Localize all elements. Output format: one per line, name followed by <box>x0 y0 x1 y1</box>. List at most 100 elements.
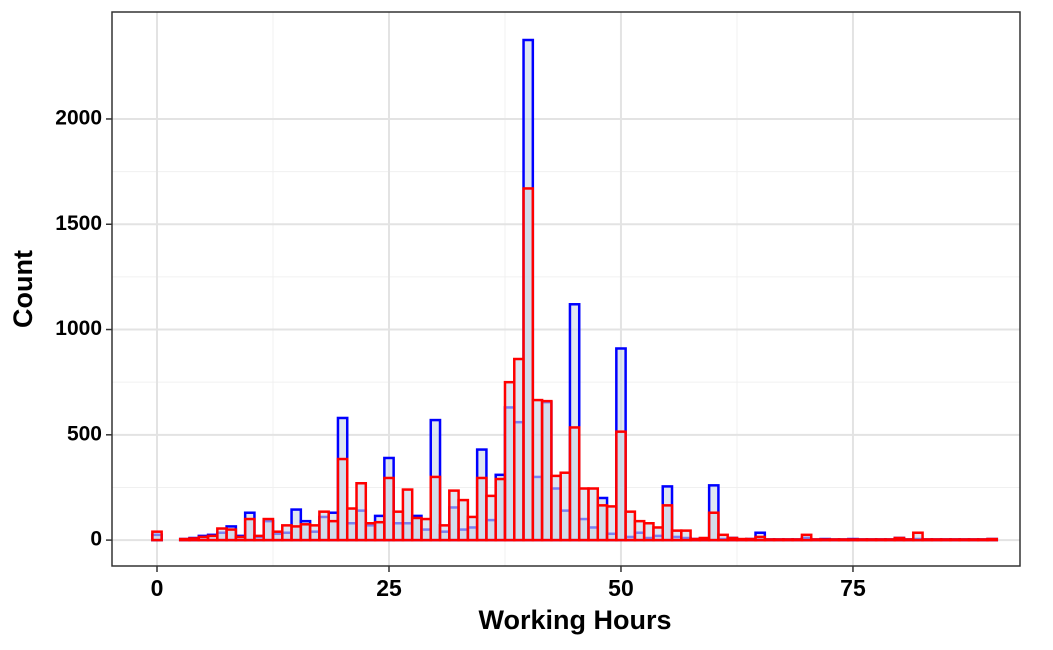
bar <box>652 526 664 542</box>
bar <box>615 430 627 542</box>
bar <box>494 477 507 542</box>
bar <box>513 357 525 542</box>
bar <box>568 426 581 542</box>
bar <box>364 522 377 542</box>
bar <box>429 475 442 542</box>
bar <box>912 531 924 542</box>
bar <box>642 522 655 542</box>
bar <box>281 524 293 542</box>
bar <box>318 510 330 542</box>
bar <box>902 538 915 542</box>
bar <box>772 538 785 542</box>
bar <box>949 538 961 542</box>
bar <box>253 534 265 542</box>
bar <box>234 535 247 542</box>
bar <box>243 517 256 542</box>
bar <box>420 517 433 542</box>
bar <box>197 535 210 542</box>
bar <box>782 538 794 542</box>
bar <box>299 523 312 542</box>
bar <box>392 510 405 542</box>
bar <box>661 504 674 542</box>
bar <box>438 524 451 542</box>
plot-border <box>111 11 1021 567</box>
bar <box>828 538 841 542</box>
bar <box>819 538 832 542</box>
bar <box>717 533 729 542</box>
y-axis-title: Count <box>8 250 38 328</box>
bar <box>327 519 340 542</box>
bar <box>290 525 303 542</box>
bar <box>271 530 284 542</box>
bar <box>847 538 859 542</box>
bar <box>401 488 414 542</box>
bar <box>522 187 535 542</box>
bar <box>800 533 813 542</box>
bar <box>178 537 191 542</box>
bar <box>206 534 219 542</box>
bar <box>336 457 349 542</box>
bar <box>345 507 358 542</box>
x-axis-title: Working Hours <box>478 605 671 635</box>
bar <box>624 510 637 542</box>
bar <box>188 537 201 542</box>
bar <box>410 516 423 542</box>
bar <box>540 399 553 542</box>
bar <box>670 529 683 542</box>
bar <box>884 538 896 542</box>
bar <box>559 471 572 542</box>
bar <box>503 380 516 542</box>
bar <box>466 515 479 542</box>
bar <box>791 538 804 542</box>
bar <box>976 538 989 542</box>
bar <box>355 481 368 542</box>
bar <box>550 474 562 542</box>
y-tick-label: 1500 <box>55 212 102 235</box>
bar <box>689 537 702 542</box>
x-tick-label: 25 <box>376 575 402 601</box>
bar <box>596 504 609 542</box>
bar <box>485 494 497 542</box>
bar <box>735 537 748 542</box>
bar <box>633 519 646 542</box>
bar <box>958 538 971 542</box>
bar <box>475 476 488 542</box>
bar <box>680 529 692 542</box>
bar <box>865 538 878 542</box>
bar <box>707 511 720 542</box>
bar <box>605 505 618 542</box>
bar <box>837 538 850 542</box>
bar <box>745 537 757 542</box>
bar <box>262 517 275 542</box>
bar <box>967 538 980 542</box>
y-tick-label: 500 <box>67 422 102 445</box>
bar <box>383 476 395 542</box>
bar <box>531 398 544 542</box>
bar <box>587 487 600 542</box>
bar <box>151 530 163 542</box>
x-tick-label: 50 <box>608 575 634 601</box>
bar <box>986 537 999 542</box>
bar <box>754 535 767 542</box>
bar <box>763 538 776 542</box>
bar <box>698 536 711 542</box>
bar <box>225 528 238 542</box>
bar <box>939 538 952 542</box>
bar <box>308 524 321 542</box>
bar <box>726 536 739 542</box>
bar <box>577 487 590 542</box>
bar <box>809 538 822 542</box>
bar <box>856 538 869 542</box>
bar <box>216 527 228 542</box>
bar <box>373 520 386 542</box>
y-tick-label: 2000 <box>55 107 102 130</box>
y-tick-label: 1000 <box>55 317 102 340</box>
x-tick-label: 0 <box>151 575 164 601</box>
bar <box>921 538 934 542</box>
bar <box>457 498 470 542</box>
y-tick-label: 0 <box>90 528 102 551</box>
bar <box>893 536 906 542</box>
bar <box>448 489 460 542</box>
